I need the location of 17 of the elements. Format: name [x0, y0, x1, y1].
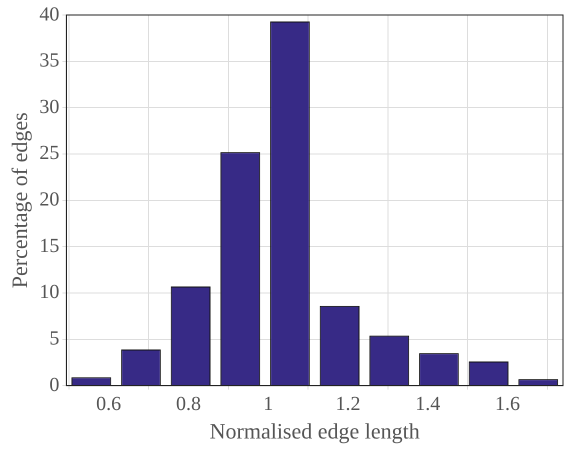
- y-axis-title: Percentage of edges: [6, 112, 32, 288]
- x-axis-title: Normalised edge length: [210, 418, 420, 444]
- y-tick-label: 30: [39, 96, 60, 118]
- x-tick-label: 1.6: [495, 392, 520, 415]
- y-tick-label: 15: [39, 234, 60, 257]
- y-tick-label: 40: [39, 3, 60, 26]
- y-tick-label: 20: [39, 188, 60, 211]
- y-tick-label: 10: [39, 281, 60, 304]
- x-tick-label: 1: [263, 392, 274, 415]
- y-tick-label: 5: [49, 328, 60, 350]
- y-tick-label: 35: [39, 50, 60, 72]
- x-tick-label: 0.6: [96, 392, 122, 415]
- y-tick-label: 25: [39, 142, 60, 164]
- y-tick-label: 0: [49, 374, 60, 396]
- x-tick-label: 0.8: [176, 392, 201, 415]
- x-tick-label: 1.4: [415, 392, 440, 415]
- x-tick-label: 1.2: [336, 392, 361, 415]
